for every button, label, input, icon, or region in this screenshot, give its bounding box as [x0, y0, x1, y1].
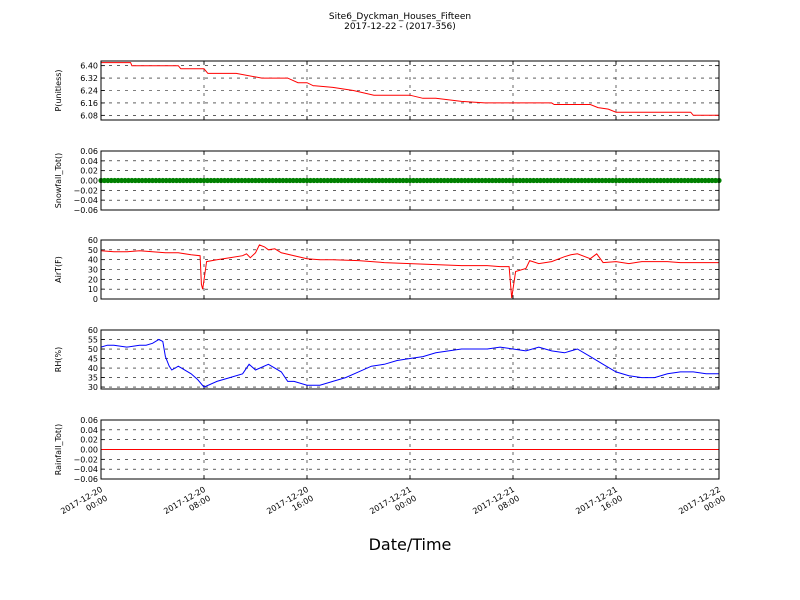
- y-tick-label: 6.08: [80, 111, 98, 120]
- y-tick-label: 6.16: [80, 99, 98, 108]
- panel-1: 6.08 6.16 6.24 6.32 6.40 P(unitless): [54, 60, 720, 121]
- y-tick-label: 50: [88, 345, 98, 354]
- y-axis-label: RH(%): [54, 347, 63, 372]
- y-tick-label: 6.40: [80, 62, 98, 71]
- y-axis-label: P(unitless): [54, 69, 63, 111]
- y-axis-label: AirT(F): [54, 256, 63, 283]
- panel-2: 0.060.040.020.00−0.02−0.04−0.06 Snowfall_…: [54, 147, 722, 215]
- x-tick-label: 2017-12-2016:00: [265, 485, 315, 525]
- panel-5: 0.060.040.020.00−0.02−0.04−0.06 Rainfall_…: [54, 416, 720, 484]
- y-tick-label: 0.06: [80, 416, 98, 425]
- y-tick-label: 40: [88, 256, 98, 265]
- y-tick-label: 30: [88, 383, 98, 392]
- y-tick-label: 50: [88, 246, 98, 255]
- y-tick-label: −0.04: [73, 196, 98, 205]
- y-axis-label: Rainfall_Tot(): [54, 424, 63, 476]
- series-line: [101, 62, 719, 116]
- y-tick-label: 30: [88, 266, 98, 275]
- y-tick-label: 60: [88, 236, 98, 245]
- series-line: [100, 244, 719, 299]
- y-tick-label: −0.06: [73, 475, 98, 484]
- y-tick-label: −0.04: [73, 465, 98, 474]
- y-tick-label: −0.06: [73, 206, 98, 215]
- plot-frame: [100, 329, 720, 390]
- x-tick-label: 2017-12-2116:00: [574, 485, 624, 525]
- x-tick-label: 2017-12-2108:00: [471, 485, 521, 525]
- figure-title: Site6_Dyckman_Houses_Fifteen: [329, 12, 471, 22]
- plot-frame: [100, 419, 720, 480]
- y-tick-label: 0.02: [80, 436, 98, 445]
- y-tick-label: 6.24: [80, 87, 98, 96]
- y-tick-label: 60: [88, 326, 98, 335]
- y-tick-label: −0.02: [73, 186, 98, 195]
- y-tick-label: 10: [88, 285, 98, 294]
- y-tick-label: 55: [88, 336, 98, 345]
- x-tick-label: 2017-12-2200:00: [677, 485, 727, 525]
- y-tick-label: 0.00: [80, 177, 98, 186]
- y-tick-label: 0.04: [80, 157, 98, 166]
- y-tick-label: 0.00: [80, 446, 98, 455]
- x-tick-labels: 2017-12-2000:00 2017-12-2008:00 2017-12-20…: [59, 485, 727, 525]
- x-axis-label: Date/Time: [369, 535, 452, 554]
- x-tick-label: 2017-12-2000:00: [59, 485, 109, 525]
- figure-subtitle: 2017-12-22 - (2017-356): [344, 22, 456, 32]
- y-tick-label: 6.32: [80, 74, 98, 83]
- plot-frame: [100, 150, 720, 211]
- y-tick-label: 35: [88, 374, 98, 383]
- y-tick-label: −0.02: [73, 455, 98, 464]
- x-tick-label: 2017-12-2008:00: [162, 485, 212, 525]
- y-tick-label: 0: [93, 295, 98, 304]
- y-tick-label: 0.06: [80, 147, 98, 156]
- plot-frame: [100, 239, 720, 300]
- y-tick-label: 45: [88, 355, 98, 364]
- plot-frame: [100, 60, 720, 121]
- y-tick-label: 0.04: [80, 426, 98, 435]
- y-tick-label: 40: [88, 364, 98, 373]
- series-line: [100, 338, 719, 388]
- series-markers: [98, 177, 722, 184]
- y-tick-label: 20: [88, 275, 98, 284]
- y-tick-label: 0.02: [80, 167, 98, 176]
- x-tick-label: 2017-12-2100:00: [368, 485, 418, 525]
- panels-group: 6.086.166.246.326.40P(unitless)0.060.040…: [54, 60, 722, 484]
- y-axis-label: Snowfall_Tot(): [54, 153, 63, 209]
